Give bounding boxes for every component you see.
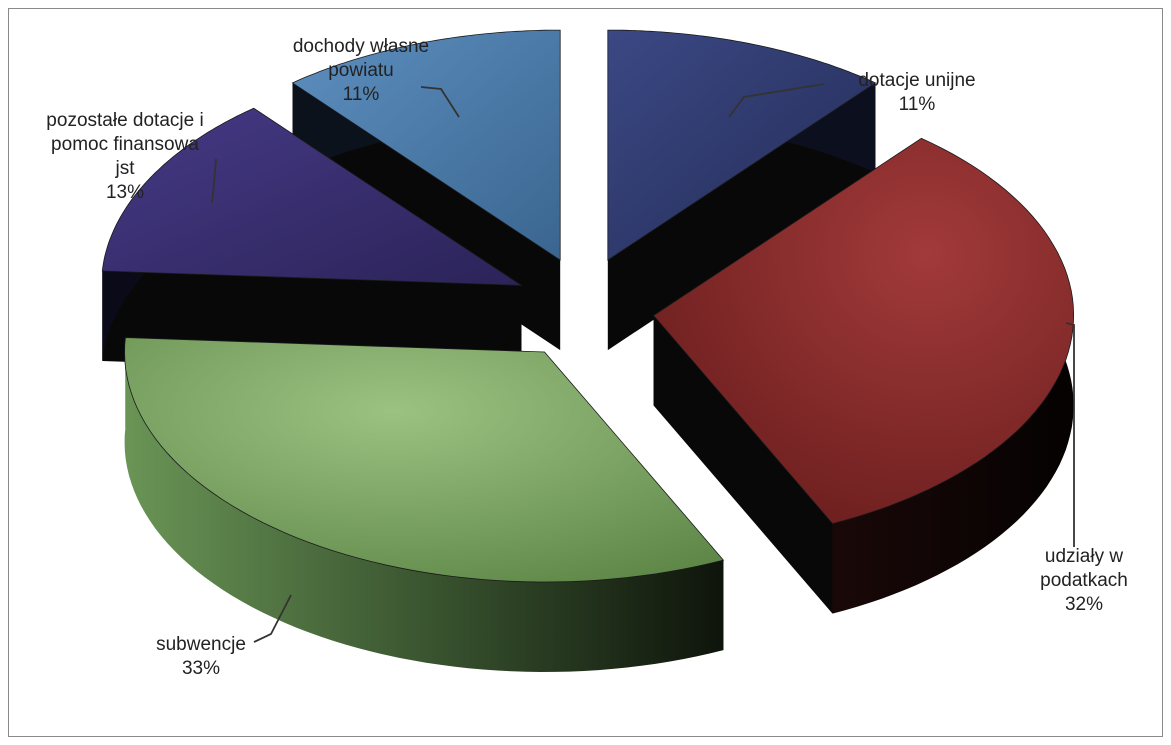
pie-chart — [101, 29, 1075, 672]
slice-top — [101, 107, 523, 286]
leader-lines — [211, 83, 1075, 643]
label-dotacje-unijne: dotacje unijne 11% — [858, 70, 976, 115]
slice-side — [124, 337, 724, 672]
leader-line-dochody — [420, 86, 460, 118]
label-udzialy-w-podatkach: udziały w podatkach 32% — [1040, 546, 1128, 615]
leader-line-subwencje — [253, 594, 292, 643]
slice-subwencje — [124, 337, 725, 672]
label-dochody-wlasne: dochody własne powiatu 11% — [292, 36, 430, 105]
slice-top — [607, 29, 877, 261]
slice-wall — [653, 315, 833, 614]
label-pozostale-dotacje: pozostałe dotacje i pomoc finansowa jst … — [46, 110, 204, 203]
slice-top — [653, 137, 1075, 525]
pie-slices — [101, 29, 1075, 672]
leader-line-dotacje-unijne — [728, 83, 825, 118]
leader-line-pozostale — [211, 158, 217, 204]
leader-line-udzialy — [1065, 322, 1075, 547]
label-subwencje: subwencje 33% — [156, 634, 246, 679]
slice-top — [291, 29, 561, 261]
slice-wall — [607, 82, 876, 351]
slice-udzia-y-w-podatkach — [653, 137, 1075, 614]
chart-frame: dotacje unijne 11% udziały w podatkach 3… — [8, 8, 1163, 737]
slice-top — [124, 337, 725, 583]
